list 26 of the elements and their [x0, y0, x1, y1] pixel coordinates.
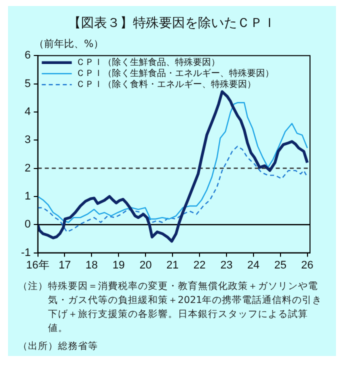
y-tick-label: 3 [24, 134, 31, 146]
x-tick-label: 16年 [26, 259, 50, 272]
x-tick-label: 26 [301, 259, 314, 272]
legend-label: ＣＰＩ（除く生鮮食品・エネルギー、特殊要因） [76, 68, 274, 79]
x-tick-label: 17 [58, 259, 71, 272]
x-tick-label: 21 [166, 259, 179, 272]
x-tick-label: 22 [193, 259, 206, 272]
x-tick-label: 19 [112, 259, 125, 272]
y-axis-title: （前年比、%） [34, 38, 104, 51]
y-tick-label: 2 [24, 162, 31, 174]
y-tick-label: 5 [24, 78, 31, 90]
x-tick-label: 18 [86, 259, 98, 272]
y-tick-label: 1 [24, 190, 31, 202]
text: （注）特殊要因＝消費税率の変更・教育無償化政策＋ガソリンや電気・ガス代等の負担緩和策＋2021年の携帯電話通信料の引き下げ＋旅行支援策の各影響。日本銀行スタッフによる試算値。 [18, 280, 324, 336]
x-tick-label: 20 [139, 259, 152, 272]
x-tick-label: 25 [274, 259, 286, 272]
x-tick-label: 23 [220, 259, 233, 272]
y-tick-label: 6 [24, 50, 31, 62]
y-tick-label: 4 [24, 106, 31, 118]
legend-label: ＣＰＩ（除く食料・エネルギー、特殊要因） [76, 78, 256, 90]
text: （出所）総務省等 [18, 340, 99, 354]
x-tick-label: 24 [247, 259, 260, 272]
legend-label: ＣＰＩ（除く生鮮食品、特殊要因） [76, 56, 220, 68]
y-tick-label: -1 [21, 246, 31, 259]
chart-title: 【図表３】特殊要因を除いたＣＰＩ [67, 15, 277, 32]
y-tick-label: 0 [24, 218, 31, 231]
